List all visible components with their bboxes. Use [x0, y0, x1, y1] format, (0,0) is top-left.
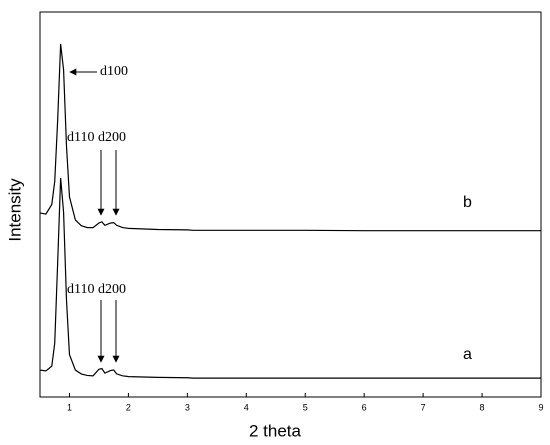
x-tick-label: 9 — [538, 402, 543, 412]
annotation: d110 d200 — [67, 282, 126, 297]
x-tick-label: 2 — [126, 402, 131, 412]
x-axis-label: 2 theta — [249, 421, 302, 440]
x-tick-label: 4 — [244, 402, 249, 412]
y-axis-label: Intensity — [5, 178, 24, 242]
data-line — [39, 177, 541, 379]
annotation: d100 — [100, 64, 128, 79]
x-tick-label: 7 — [421, 402, 426, 412]
series-label: a — [463, 346, 472, 363]
x-tick-label: 3 — [185, 402, 190, 412]
plot-frame — [39, 11, 542, 398]
data-line — [39, 43, 541, 232]
annotation: d110 d200 — [67, 130, 126, 145]
x-tick-label: 8 — [480, 402, 485, 412]
x-tick-label: 6 — [362, 402, 367, 412]
x-tick-label: 5 — [303, 402, 308, 412]
x-tick-label: 1 — [67, 402, 72, 412]
series-label: b — [463, 194, 472, 211]
